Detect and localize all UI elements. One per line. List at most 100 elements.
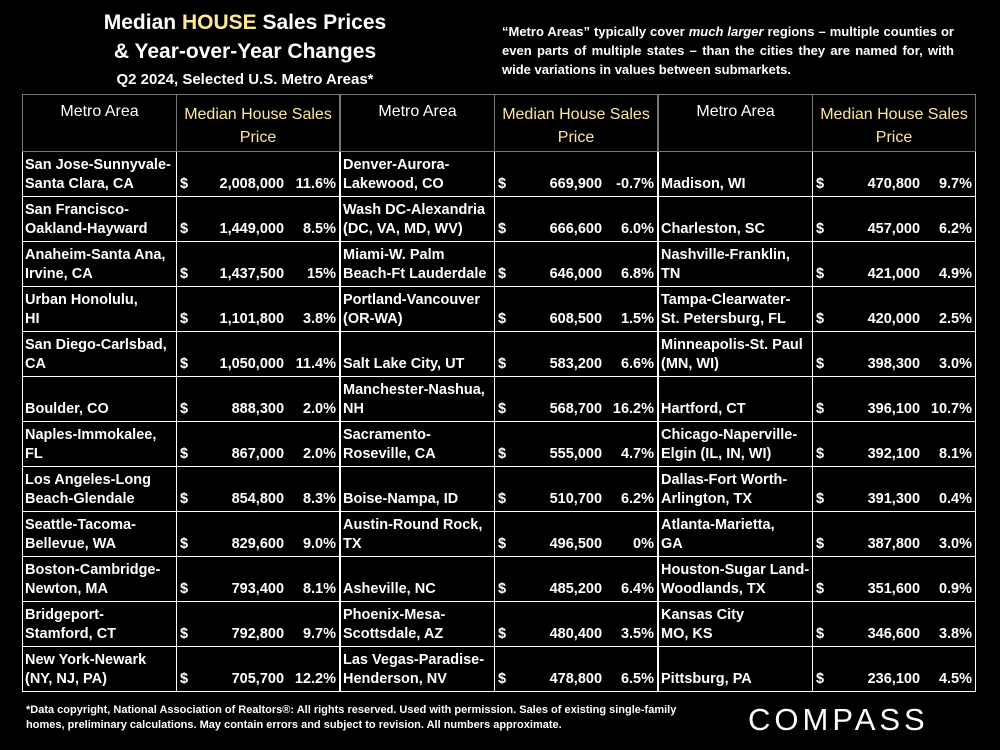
price-cell: $485,200 6.4% [495, 557, 657, 601]
title-line-2: & Year-over-Year Changes [60, 37, 430, 66]
metro-name: Boulder, CO [23, 377, 177, 421]
title-prefix: Median [104, 11, 182, 34]
table-row: Minneapolis-St. Paul (MN, WI) $398,300 3.0… [658, 332, 976, 377]
yoy-change-value: 11.6% [284, 175, 336, 194]
yoy-change-value: 12.2% [284, 670, 336, 689]
table-row: San Francisco- Oakland-Hayward $1,449,000… [22, 197, 340, 242]
metro-name: Anaheim-Santa Ana, Irvine, CA [23, 242, 177, 286]
median-price-value: 470,800 [828, 175, 920, 194]
table-row: Atlanta-Marietta, GA $387,800 3.0% [658, 512, 976, 557]
table-row: Portland-Vancouver (OR-WA) $608,500 1.5% [340, 287, 658, 332]
currency-symbol: $ [816, 445, 828, 464]
title-subtitle: Q2 2024, Selected U.S. Metro Areas* [60, 69, 430, 91]
table-row: San Jose-Sunnyvale- Santa Clara, CA $2,00… [22, 152, 340, 197]
table-header: Metro Area Median House Sales Price [658, 94, 976, 152]
price-cell: $792,800 9.7% [177, 602, 339, 646]
currency-symbol: $ [816, 670, 828, 689]
currency-symbol: $ [816, 535, 828, 554]
price-cell: $478,800 6.5% [495, 647, 657, 691]
metro-name: Pittsburg, PA [659, 647, 813, 691]
currency-symbol: $ [498, 175, 510, 194]
yoy-change-value: -0.7% [602, 175, 654, 194]
metro-name: Sacramento- Roseville, CA [341, 422, 495, 466]
yoy-change-value: 4.9% [920, 265, 972, 284]
table-column-group-3: Metro Area Median House Sales Price Madiso… [658, 94, 976, 692]
note-emphasis: much larger [689, 24, 764, 39]
metro-name: Austin-Round Rock, TX [341, 512, 495, 556]
table-row: Denver-Aurora- Lakewood, CO $669,900 -0.7% [340, 152, 658, 197]
price-cell: $391,300 0.4% [813, 467, 975, 511]
median-price-value: 669,900 [510, 175, 602, 194]
median-price-value: 421,000 [828, 265, 920, 284]
price-cell: $1,101,800 3.8% [177, 287, 339, 331]
currency-symbol: $ [816, 220, 828, 239]
currency-symbol: $ [816, 490, 828, 509]
price-cell: $854,800 8.3% [177, 467, 339, 511]
table-row: Charleston, SC $457,000 6.2% [658, 197, 976, 242]
header-median-price: Median House Sales Price [813, 95, 975, 151]
yoy-change-value: 3.5% [602, 625, 654, 644]
currency-symbol: $ [180, 400, 192, 419]
price-cell: $392,100 8.1% [813, 422, 975, 466]
metro-name: Chicago-Naperville- Elgin (IL, IN, WI) [659, 422, 813, 466]
yoy-change-value: 6.8% [602, 265, 654, 284]
table-row: Naples-Immokalee, FL $867,000 2.0% [22, 422, 340, 467]
yoy-change-value: 8.1% [284, 580, 336, 599]
price-cell: $555,000 4.7% [495, 422, 657, 466]
median-price-value: 568,700 [510, 400, 602, 419]
currency-symbol: $ [498, 265, 510, 284]
median-price-value: 792,800 [192, 625, 284, 644]
table-row: Miami-W. Palm Beach-Ft Lauderdale $646,00… [340, 242, 658, 287]
median-price-value: 555,000 [510, 445, 602, 464]
currency-symbol: $ [816, 625, 828, 644]
metro-name: Minneapolis-St. Paul (MN, WI) [659, 332, 813, 376]
table-row: Madison, WI $470,800 9.7% [658, 152, 976, 197]
header-metro-area: Metro Area [23, 95, 177, 151]
yoy-change-value: 2.5% [920, 310, 972, 329]
table-row: Houston-Sugar Land- Woodlands, TX $351,60… [658, 557, 976, 602]
median-price-value: 351,600 [828, 580, 920, 599]
price-cell: $346,600 3.8% [813, 602, 975, 646]
yoy-change-value: 8.1% [920, 445, 972, 464]
yoy-change-value: 9.7% [920, 175, 972, 194]
median-price-value: 646,000 [510, 265, 602, 284]
price-cell: $470,800 9.7% [813, 152, 975, 196]
price-cell: $457,000 6.2% [813, 197, 975, 241]
median-price-value: 392,100 [828, 445, 920, 464]
header-median-price: Median House Sales Price [495, 95, 657, 151]
median-price-value: 480,400 [510, 625, 602, 644]
price-cell: $2,008,000 11.6% [177, 152, 339, 196]
median-price-value: 391,300 [828, 490, 920, 509]
table-row: Wash DC-Alexandria (DC, VA, MD, WV) $666,… [340, 197, 658, 242]
table-row: Urban Honolulu, HI $1,101,800 3.8% [22, 287, 340, 332]
price-cell: $421,000 4.9% [813, 242, 975, 286]
currency-symbol: $ [498, 220, 510, 239]
price-cell: $829,600 9.0% [177, 512, 339, 556]
median-price-value: 478,800 [510, 670, 602, 689]
table-header: Metro Area Median House Sales Price [340, 94, 658, 152]
price-cell: $510,700 6.2% [495, 467, 657, 511]
header-metro-area: Metro Area [659, 95, 813, 151]
median-price-value: 1,449,000 [192, 220, 284, 239]
median-price-value: 829,600 [192, 535, 284, 554]
note-text-start: “Metro Areas” typically cover [502, 24, 689, 39]
yoy-change-value: 4.7% [602, 445, 654, 464]
price-cell: $351,600 0.9% [813, 557, 975, 601]
metro-name: Manchester-Nashua, NH [341, 377, 495, 421]
median-price-value: 420,000 [828, 310, 920, 329]
metro-name: Salt Lake City, UT [341, 332, 495, 376]
median-price-value: 510,700 [510, 490, 602, 509]
currency-symbol: $ [498, 310, 510, 329]
table-row: Asheville, NC $485,200 6.4% [340, 557, 658, 602]
yoy-change-value: 3.8% [284, 310, 336, 329]
median-price-value: 496,500 [510, 535, 602, 554]
price-cell: $1,050,000 11.4% [177, 332, 339, 376]
table-row: Kansas City MO, KS $346,600 3.8% [658, 602, 976, 647]
table-row: Pittsburg, PA $236,100 4.5% [658, 647, 976, 692]
table-row: Dallas-Fort Worth- Arlington, TX $391,300… [658, 467, 976, 512]
currency-symbol: $ [180, 265, 192, 284]
chart-title: Median HOUSE Sales Prices & Year-over-Ye… [60, 8, 430, 91]
currency-symbol: $ [180, 355, 192, 374]
yoy-change-value: 4.5% [920, 670, 972, 689]
price-cell: $705,700 12.2% [177, 647, 339, 691]
